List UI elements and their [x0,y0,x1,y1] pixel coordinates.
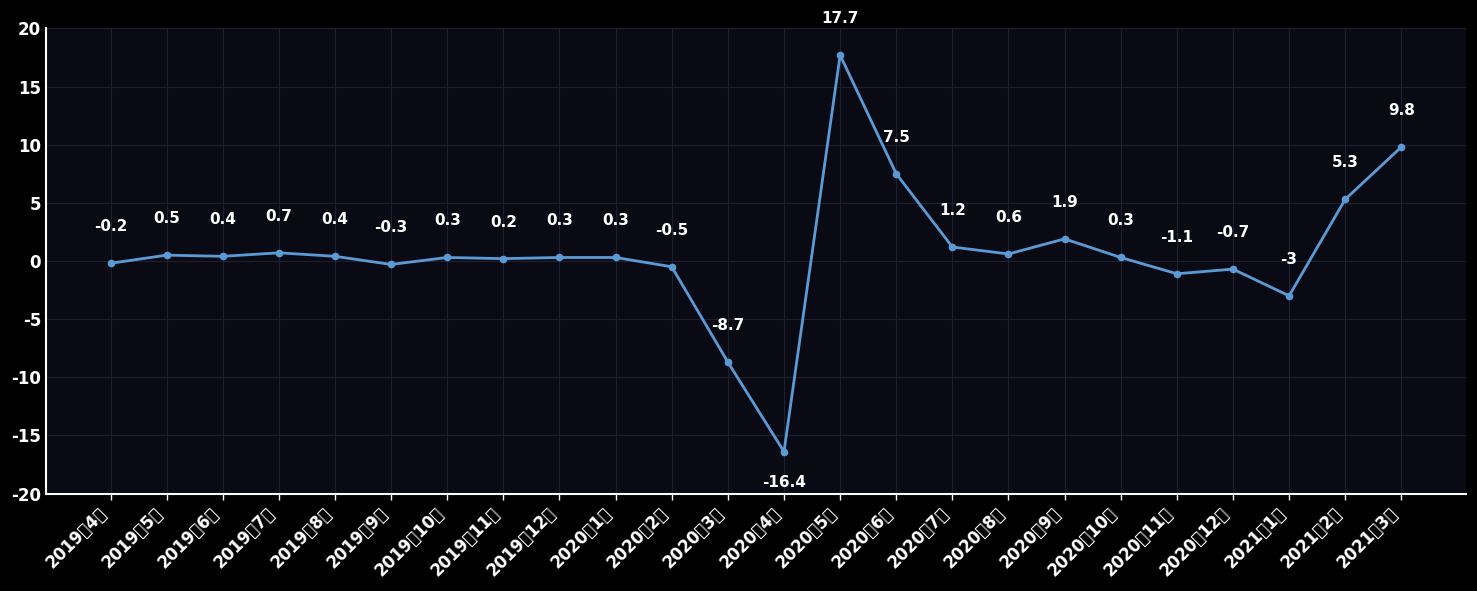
Text: 17.7: 17.7 [821,11,858,26]
Text: 0.6: 0.6 [995,210,1022,225]
Text: 1.9: 1.9 [1052,195,1078,210]
Text: 5.3: 5.3 [1332,155,1359,170]
Text: 0.3: 0.3 [434,213,461,228]
Text: -16.4: -16.4 [762,475,806,490]
Text: 0.3: 0.3 [1108,213,1134,228]
Text: -3: -3 [1281,252,1298,267]
Text: 0.2: 0.2 [490,215,517,229]
Text: -0.2: -0.2 [95,219,127,234]
Text: -1.1: -1.1 [1161,230,1193,245]
Text: 0.4: 0.4 [322,212,349,228]
Text: 1.2: 1.2 [939,203,966,218]
Text: 0.5: 0.5 [154,211,180,226]
Text: -8.7: -8.7 [712,318,744,333]
Text: 9.8: 9.8 [1388,103,1415,118]
Text: 0.3: 0.3 [603,213,629,228]
Text: 7.5: 7.5 [883,129,910,145]
Text: -0.5: -0.5 [656,223,688,238]
Text: -0.3: -0.3 [375,220,408,235]
Text: 0.3: 0.3 [546,213,573,228]
Text: -0.7: -0.7 [1217,225,1250,240]
Text: 0.4: 0.4 [210,212,236,228]
Text: 0.7: 0.7 [266,209,292,224]
